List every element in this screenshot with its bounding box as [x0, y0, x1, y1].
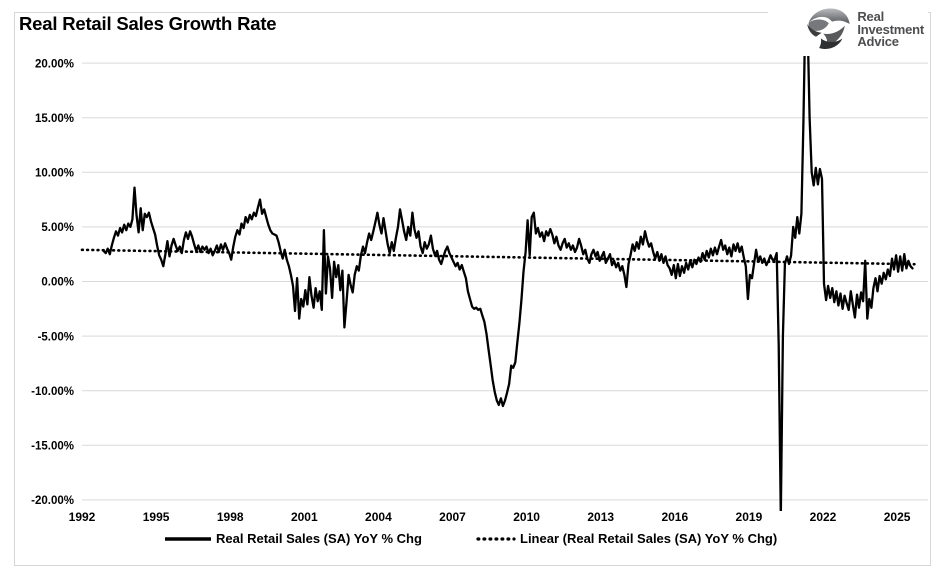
- logo-wordmark: Real Investment Advice: [857, 9, 924, 50]
- legend-trend-label: Linear (Real Retail Sales (SA) YoY % Chg…: [520, 530, 778, 546]
- y-axis-tick-label: 20.00%: [35, 58, 74, 70]
- x-axis-tick-label: 2016: [661, 510, 688, 524]
- x-axis-tick-label: 1995: [143, 510, 170, 524]
- x-axis-tick-label: 2004: [365, 510, 392, 524]
- chart-area-border: [14, 12, 931, 566]
- x-axis-tick-label: 2025: [884, 510, 911, 524]
- legend-entry-trend: Linear (Real Retail Sales (SA) YoY % Chg…: [476, 529, 777, 547]
- x-axis-tick-label: 2007: [439, 510, 466, 524]
- chart-title: Real Retail Sales Growth Rate: [19, 13, 277, 34]
- x-axis-tick-label: 2019: [736, 510, 763, 524]
- x-axis-tick-labels: 1992 1995 1998 2001 2004 2007 2010 2013 2016 2019…: [69, 510, 911, 524]
- x-axis-tick-label: 2022: [810, 510, 837, 524]
- y-axis-tick-label: 0.00%: [41, 277, 74, 289]
- y-axis-tick-label: 15.00%: [35, 113, 74, 125]
- solid-line-sample-icon: [164, 531, 212, 546]
- legend-entry-series: Real Retail Sales (SA) YoY % Chg: [164, 529, 422, 547]
- real-investment-advice-logo: Real Investment Advice: [768, 4, 928, 56]
- legend-series-label: Real Retail Sales (SA) YoY % Chg: [216, 530, 422, 546]
- y-axis-tick-label: 10.00%: [35, 168, 74, 180]
- y-axis-tick-label: 5.00%: [41, 222, 74, 234]
- linear-trend-line: [80, 248, 916, 266]
- y-axis-tick-label: -5.00%: [38, 331, 74, 343]
- y-axis-tick-label: -20.00%: [31, 495, 74, 507]
- y-axis-tick-label: -15.00%: [31, 441, 74, 453]
- x-axis-tick-label: 2010: [513, 510, 540, 524]
- x-axis-tick-label: 1998: [217, 510, 244, 524]
- dotted-line-sample-icon: [476, 531, 516, 546]
- x-axis-tick-label: 1992: [69, 510, 96, 524]
- x-axis-tick-label: 2001: [291, 510, 318, 524]
- y-axis-tick-label: -10.00%: [31, 386, 74, 398]
- retail-sales-series-line: [102, 56, 914, 511]
- gridlines: [82, 62, 928, 501]
- x-axis-tick-label: 2013: [587, 510, 614, 524]
- y-axis-tick-labels: 20.00% 15.00% 10.00% 5.00% 0.00% -5.00% -10.00…: [31, 58, 74, 507]
- eagle-logo-icon: [804, 5, 852, 56]
